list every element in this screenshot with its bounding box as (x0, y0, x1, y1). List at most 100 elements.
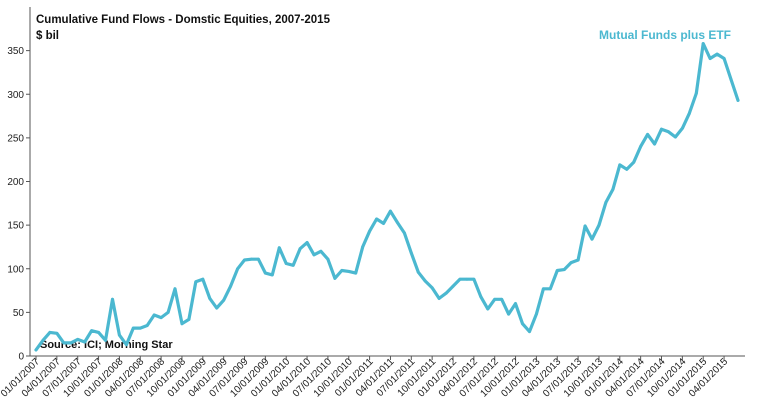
data-point (674, 135, 677, 139)
data-point (201, 277, 205, 281)
data-point (243, 258, 246, 262)
data-point (229, 284, 233, 288)
y-tick-label: 100 (7, 264, 24, 275)
data-point (680, 126, 684, 130)
data-point (298, 247, 302, 251)
data-point (618, 163, 622, 167)
data-point (611, 187, 615, 191)
data-point (493, 297, 497, 301)
data-point (444, 291, 448, 295)
data-point (236, 267, 239, 271)
data-point (660, 127, 663, 131)
data-point (166, 310, 170, 314)
data-point (41, 338, 45, 342)
data-point (361, 245, 365, 249)
data-point (715, 52, 719, 56)
data-point (562, 268, 566, 272)
data-point (667, 130, 670, 134)
data-point (528, 330, 531, 333)
data-point (55, 331, 59, 335)
data-point (208, 297, 212, 300)
data-point (389, 209, 392, 213)
data-point (291, 263, 295, 267)
y-tick-label: 0 (18, 352, 24, 363)
data-point (514, 302, 517, 306)
data-point (333, 276, 337, 280)
data-point (402, 231, 406, 235)
y-tick-label: 300 (7, 90, 24, 101)
data-point (257, 257, 260, 261)
data-point (597, 223, 601, 227)
data-point (646, 132, 649, 136)
data-point (90, 329, 93, 333)
data-point (541, 287, 545, 291)
data-point (465, 277, 469, 281)
data-point (326, 257, 330, 261)
data-point (500, 297, 504, 301)
data-point (83, 340, 87, 344)
data-point (194, 280, 198, 284)
data-point (382, 221, 385, 225)
data-point (368, 229, 371, 233)
data-point (270, 273, 274, 277)
data-point (215, 306, 219, 310)
data-point (118, 333, 121, 337)
data-point (583, 224, 587, 228)
data-point (653, 142, 656, 146)
data-point (48, 331, 52, 334)
y-tick-label: 50 (13, 308, 25, 319)
data-point (396, 221, 399, 224)
data-point (590, 237, 594, 241)
data-point (180, 322, 184, 326)
data-point (131, 326, 135, 330)
data-point (722, 57, 726, 60)
data-point (451, 284, 455, 288)
data-point (284, 262, 288, 265)
data-point (111, 297, 114, 301)
data-point (458, 277, 462, 281)
data-point (416, 270, 420, 274)
data-point (729, 78, 733, 81)
data-point (250, 257, 253, 261)
data-point (736, 98, 740, 102)
series-label: Mutual Funds plus ETF (599, 28, 731, 42)
data-point (173, 287, 177, 291)
data-point (687, 112, 691, 115)
data-point (145, 324, 149, 327)
data-point (312, 253, 316, 257)
y-tick-label: 350 (7, 46, 24, 57)
data-point (187, 317, 191, 321)
data-point (708, 57, 712, 60)
axes (29, 7, 745, 357)
data-point (305, 241, 309, 244)
y-tick-labels: 0 50 100 150 200 250 300 350 (7, 46, 30, 363)
data-point (76, 338, 80, 341)
data-point (479, 295, 483, 299)
chart-title: Cumulative Fund Flows - Domstic Equities… (36, 14, 330, 26)
data-point (97, 331, 100, 334)
data-point (152, 313, 156, 317)
data-point (104, 338, 107, 342)
data-point (423, 279, 427, 283)
data-point (569, 261, 573, 265)
y-tick-label: 250 (7, 133, 24, 144)
data-point (507, 312, 510, 316)
data-point (354, 271, 358, 275)
data-point (437, 297, 441, 300)
data-point (535, 312, 538, 316)
data-point (277, 246, 281, 250)
data-point (694, 91, 698, 95)
x-tick-labels: 01/01/200704/01/200707/01/200710/01/2007… (0, 356, 730, 400)
data-point (319, 249, 323, 253)
data-point (222, 298, 226, 302)
data-point (632, 160, 636, 164)
y-tick-label: 150 (7, 221, 24, 232)
series-line-mutual-funds-etf (34, 41, 740, 352)
data-point (548, 287, 552, 291)
data-point (69, 341, 73, 345)
data-point (62, 341, 66, 345)
data-point (555, 269, 559, 272)
data-point (347, 269, 351, 273)
data-point (521, 322, 524, 326)
